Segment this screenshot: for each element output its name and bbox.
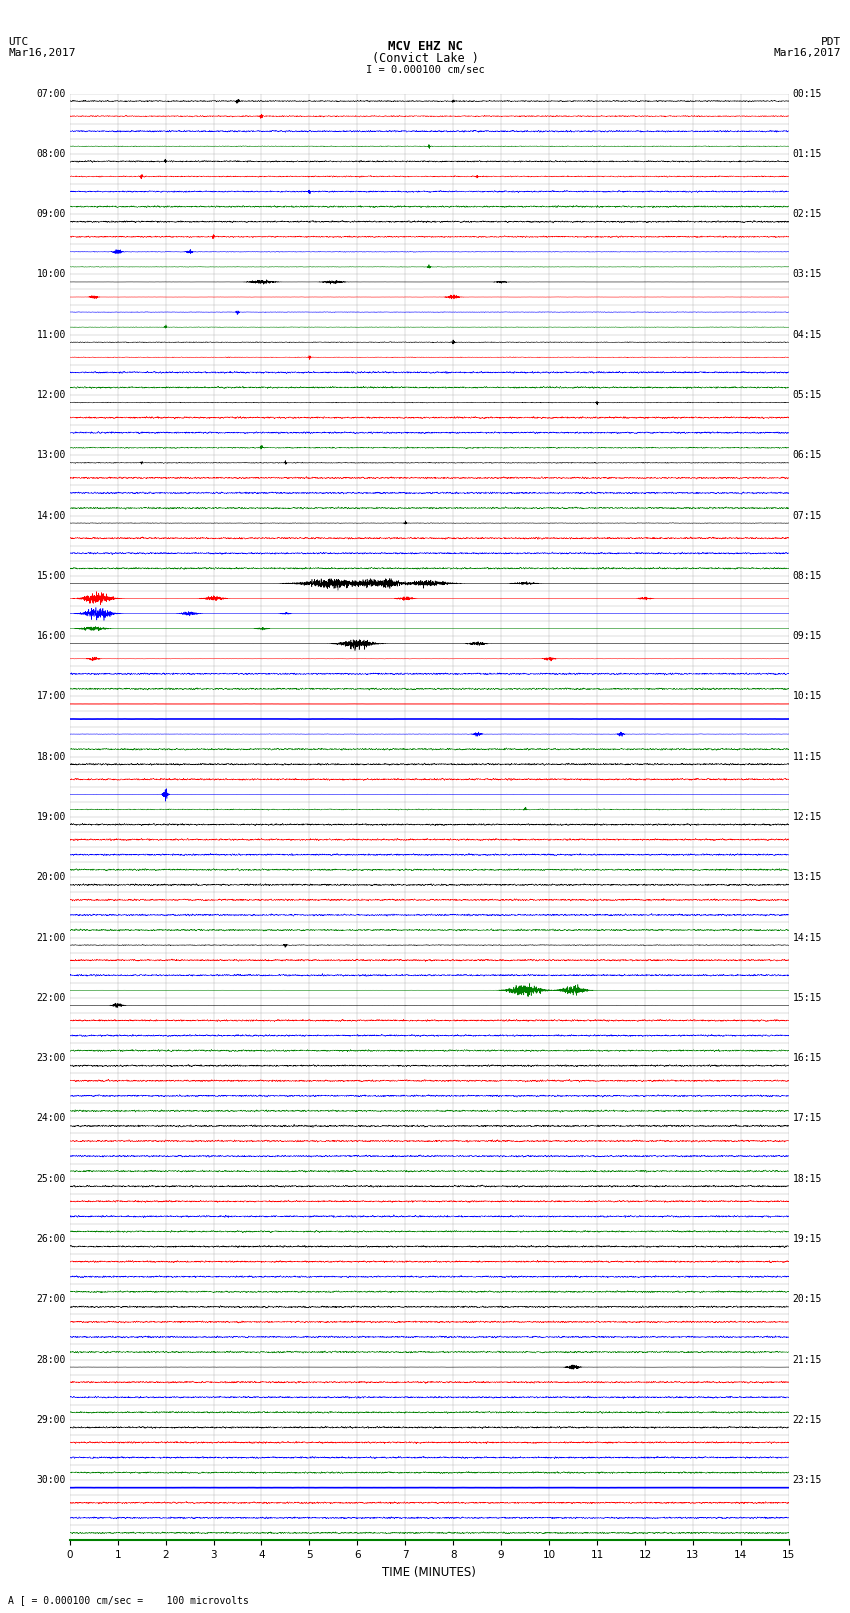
Text: 23:15: 23:15 [792, 1476, 822, 1486]
Text: 18:15: 18:15 [792, 1174, 822, 1184]
Text: 27:00: 27:00 [37, 1294, 66, 1305]
Text: 09:15: 09:15 [792, 631, 822, 640]
Text: 05:15: 05:15 [792, 390, 822, 400]
Text: 07:15: 07:15 [792, 511, 822, 521]
Text: 09:00: 09:00 [37, 210, 66, 219]
Text: 11:15: 11:15 [792, 752, 822, 761]
Text: 22:15: 22:15 [792, 1415, 822, 1424]
Text: 17:00: 17:00 [37, 692, 66, 702]
Text: Mar16,2017: Mar16,2017 [8, 48, 76, 58]
Text: 17:15: 17:15 [792, 1113, 822, 1123]
Text: 16:15: 16:15 [792, 1053, 822, 1063]
Text: 20:00: 20:00 [37, 873, 66, 882]
Text: 18:00: 18:00 [37, 752, 66, 761]
Text: A [ = 0.000100 cm/sec =    100 microvolts: A [ = 0.000100 cm/sec = 100 microvolts [8, 1595, 249, 1605]
Text: 10:00: 10:00 [37, 269, 66, 279]
Text: PDT: PDT [821, 37, 842, 47]
Text: 22:00: 22:00 [37, 994, 66, 1003]
Text: 19:15: 19:15 [792, 1234, 822, 1244]
Text: 13:15: 13:15 [792, 873, 822, 882]
Text: 07:00: 07:00 [37, 89, 66, 98]
Text: 12:15: 12:15 [792, 811, 822, 823]
Text: UTC: UTC [8, 37, 29, 47]
Text: 24:00: 24:00 [37, 1113, 66, 1123]
Text: 14:15: 14:15 [792, 932, 822, 942]
Text: 10:15: 10:15 [792, 692, 822, 702]
Text: 30:00: 30:00 [37, 1476, 66, 1486]
Text: (Convict Lake ): (Convict Lake ) [371, 52, 479, 65]
Text: 12:00: 12:00 [37, 390, 66, 400]
Text: 15:00: 15:00 [37, 571, 66, 581]
Text: 16:00: 16:00 [37, 631, 66, 640]
Text: 00:15: 00:15 [792, 89, 822, 98]
Text: Mar16,2017: Mar16,2017 [774, 48, 842, 58]
Text: 21:00: 21:00 [37, 932, 66, 942]
Text: I = 0.000100 cm/sec: I = 0.000100 cm/sec [366, 65, 484, 74]
Text: 21:15: 21:15 [792, 1355, 822, 1365]
Text: 01:15: 01:15 [792, 148, 822, 158]
Text: 26:00: 26:00 [37, 1234, 66, 1244]
Text: 29:00: 29:00 [37, 1415, 66, 1424]
Text: 04:15: 04:15 [792, 329, 822, 340]
Text: 03:15: 03:15 [792, 269, 822, 279]
Text: 28:00: 28:00 [37, 1355, 66, 1365]
Text: 11:00: 11:00 [37, 329, 66, 340]
Text: 23:00: 23:00 [37, 1053, 66, 1063]
Text: 15:15: 15:15 [792, 994, 822, 1003]
Text: 14:00: 14:00 [37, 511, 66, 521]
X-axis label: TIME (MINUTES): TIME (MINUTES) [382, 1566, 476, 1579]
Text: 02:15: 02:15 [792, 210, 822, 219]
Text: 19:00: 19:00 [37, 811, 66, 823]
Text: 13:00: 13:00 [37, 450, 66, 460]
Text: 08:00: 08:00 [37, 148, 66, 158]
Text: 06:15: 06:15 [792, 450, 822, 460]
Text: 20:15: 20:15 [792, 1294, 822, 1305]
Text: MCV EHZ NC: MCV EHZ NC [388, 40, 462, 53]
Text: 08:15: 08:15 [792, 571, 822, 581]
Text: 25:00: 25:00 [37, 1174, 66, 1184]
